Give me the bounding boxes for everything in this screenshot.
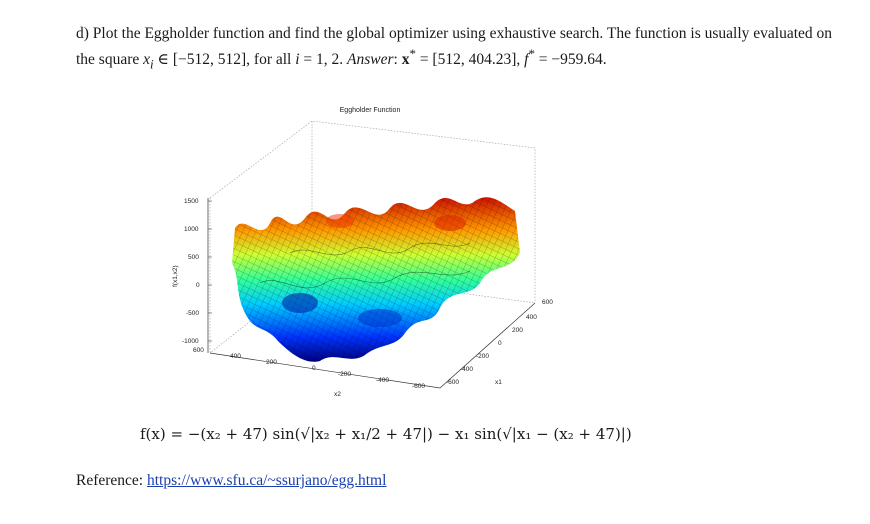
x2-axis-label: x2: [334, 391, 341, 398]
z-axis-label: f(x1,x2): [172, 265, 179, 287]
figure-title: Eggholder Function: [339, 107, 401, 114]
x1-tick: 200: [512, 327, 523, 334]
answer-f-var: f: [524, 51, 529, 69]
domain-var: x: [143, 51, 151, 69]
x1-tick: -600: [446, 379, 460, 386]
z-tick: -1000: [182, 338, 199, 345]
answer-f-value: = −959.64.: [534, 51, 607, 69]
domain-range: ∈ [−512, 512], for all: [153, 51, 296, 69]
x1-tick: 0: [498, 340, 502, 347]
reference-link[interactable]: https://www.sfu.ca/~ssurjano/egg.html: [147, 472, 387, 489]
x1-tick: 600: [542, 299, 553, 306]
x2-tick: -400: [376, 377, 390, 384]
axes-lines: [207, 198, 536, 389]
z-tick: -500: [186, 310, 200, 317]
answer-x-var: x: [401, 51, 410, 69]
eggholder-formula: f(x) = −(x₂ + 47) sin(√|x₂ + x₁/2 + 47|)…: [140, 425, 632, 443]
problem-lead: d) Plot the Eggholder function and find …: [76, 25, 833, 69]
eggholder-plot: Eggholder Function f(x1,x2) 1500 1000 50…: [150, 103, 590, 403]
reference-label: Reference:: [76, 472, 147, 489]
x1-tick: -200: [476, 353, 490, 360]
plot-canvas: [207, 120, 536, 389]
tick-marks: [208, 200, 212, 342]
z-tick: 500: [188, 254, 199, 261]
surface: [232, 197, 520, 362]
x2-tick: 0: [312, 365, 316, 372]
x1-axis-label: x1: [495, 379, 502, 386]
x2-tick: -600: [412, 383, 426, 390]
answer-label: Answer: [347, 51, 394, 69]
x2-tick: -200: [338, 371, 352, 378]
z-tick: 0: [196, 282, 200, 289]
problem-statement: d) Plot the Eggholder function and find …: [76, 25, 833, 72]
x2-tick: 400: [230, 353, 241, 360]
z-tick: 1500: [184, 198, 199, 205]
index-values: = 1, 2.: [299, 51, 348, 69]
z-tick: 1000: [184, 226, 199, 233]
x1-tick: -400: [460, 366, 474, 373]
index-var: i: [295, 51, 300, 69]
reference: Reference: https://www.sfu.ca/~ssurjano/…: [76, 472, 386, 490]
domain-subscript: i: [150, 56, 154, 72]
x1-tick: 400: [526, 314, 537, 321]
x2-tick: 200: [266, 359, 277, 366]
answer-x-value: = [512, 404.23],: [415, 51, 525, 69]
x2-tick: 600: [193, 347, 204, 354]
